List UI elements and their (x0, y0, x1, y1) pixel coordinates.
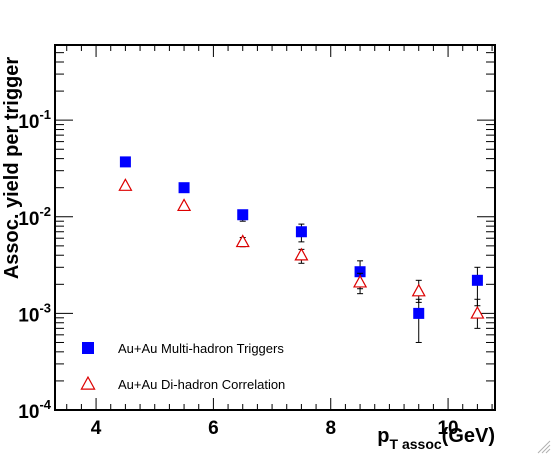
y-tick-exponent: -2 (39, 204, 51, 219)
x-tick-label: 6 (208, 418, 219, 439)
x-axis-title-main: p (377, 425, 389, 447)
x-axis-title-unit: (GeV) (442, 425, 495, 447)
series-1 (119, 156, 483, 343)
data-point (119, 156, 131, 168)
y-tick-exponent: -4 (39, 397, 51, 412)
series-2 (118, 178, 485, 329)
resize-grip-icon[interactable] (537, 440, 551, 454)
y-tick-base: 10 (18, 305, 39, 326)
legend-label: Au+Au Di-hadron Correlation (118, 377, 285, 392)
legend-label: Au+Au Multi-hadron Triggers (118, 341, 284, 356)
data-point (178, 182, 190, 194)
y-tick-exponent: -3 (39, 300, 51, 315)
data-point (413, 307, 425, 319)
y-tick-label: 10-4 (18, 397, 51, 423)
legend-marker (80, 375, 96, 390)
x-tick-label: 8 (325, 418, 336, 439)
plot-frame (54, 44, 496, 411)
data-point (470, 305, 485, 319)
data-point (235, 234, 250, 248)
data-point (471, 274, 483, 286)
y-tick-label: 10-2 (18, 204, 51, 230)
x-axis-title-sub: T assoc (390, 436, 442, 452)
x-axis-title: pT assoc(GeV) (377, 425, 495, 452)
data-point (177, 198, 192, 212)
x-tick-label: 4 (91, 418, 102, 439)
data-point (237, 209, 249, 221)
data-point (294, 247, 309, 261)
x-tick-label: 10 (437, 418, 458, 439)
y-tick-label: 10-3 (18, 300, 51, 326)
data-point (411, 283, 426, 297)
data-point (354, 266, 366, 278)
data-point (353, 274, 368, 288)
legend-marker (82, 342, 94, 354)
y-axis-title: Assoc. yield per trigger (1, 57, 23, 280)
data-point (295, 226, 307, 238)
y-tick-base: 10 (18, 209, 39, 230)
y-tick-base: 10 (18, 402, 39, 423)
data-point (118, 178, 133, 191)
y-tick-exponent: -1 (39, 107, 51, 122)
y-tick-label: 10-1 (18, 107, 51, 133)
data-layer (118, 156, 485, 343)
legend: Au+Au Multi-hadron Triggers Au+Au Di-hadr… (80, 341, 285, 392)
y-tick-base: 10 (18, 112, 39, 133)
